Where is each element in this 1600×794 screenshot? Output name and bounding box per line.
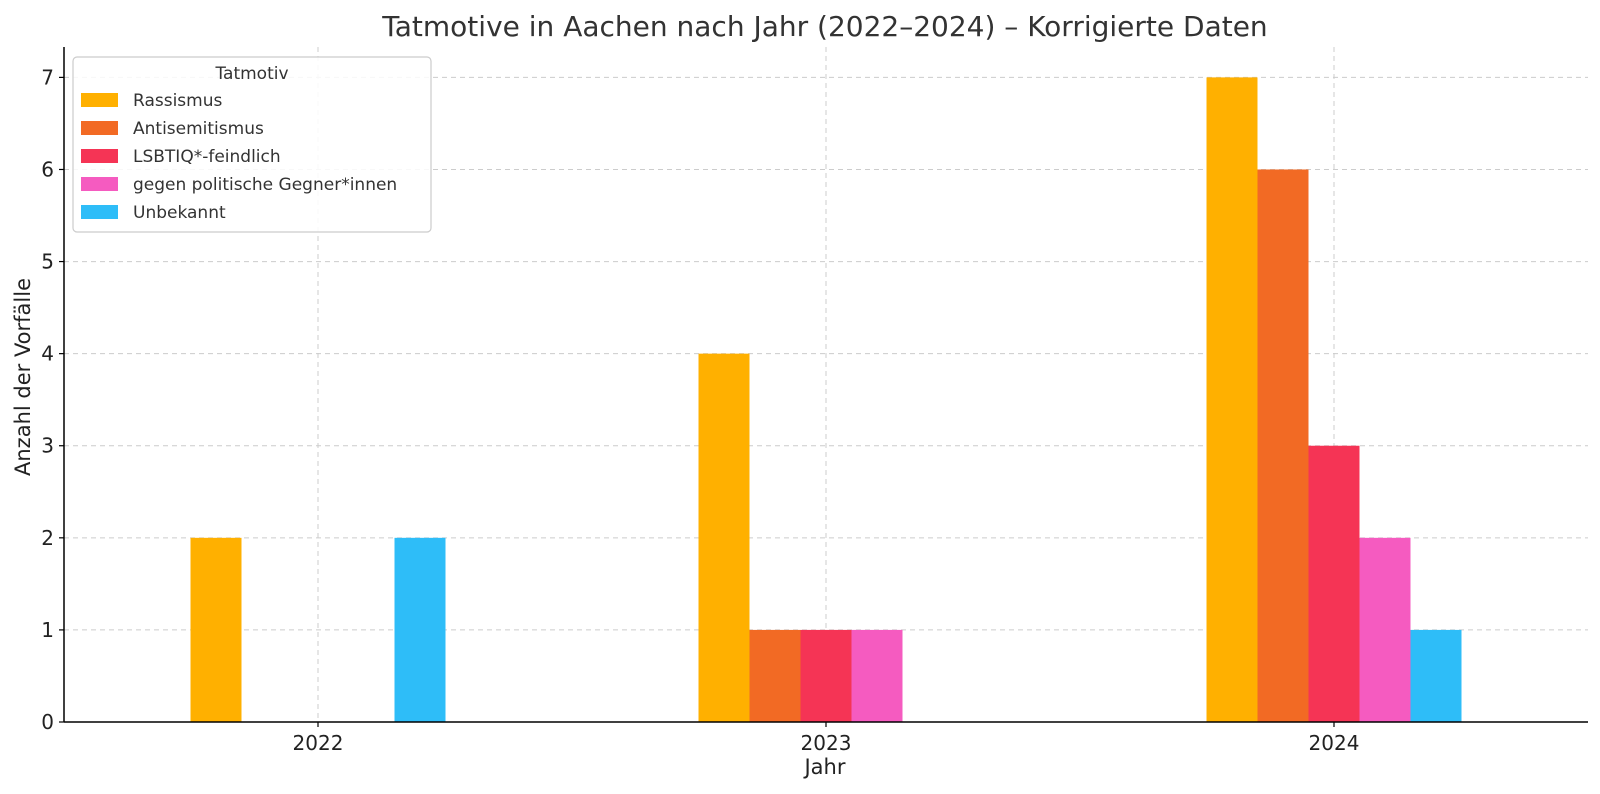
legend-swatch: [81, 177, 118, 191]
bar: [394, 537, 446, 722]
y-tick-label: 0: [41, 710, 54, 734]
legend-swatch: [81, 149, 118, 163]
legend-item-label: Unbekannt: [133, 203, 226, 223]
y-tick-label: 3: [41, 434, 54, 458]
x-tick-label: 2023: [801, 731, 852, 755]
legend-title: Tatmotiv: [214, 64, 288, 84]
legend-item-label: Antisemitismus: [133, 119, 264, 139]
bar: [698, 353, 750, 722]
legend-item-label: gegen politische Gegner*innen: [133, 175, 397, 195]
chart-title: Tatmotive in Aachen nach Jahr (2022–2024…: [381, 10, 1267, 43]
legend-items: Rassismus Antisemitismus LSBTIQ*-feindlich…: [81, 91, 397, 223]
legend-swatch: [81, 121, 118, 135]
x-axis-label: Jahr: [802, 755, 845, 779]
x-tick-label: 2022: [293, 731, 344, 755]
legend-swatch: [81, 93, 118, 107]
x-tick-label: 2024: [1309, 731, 1360, 755]
tick-labels: 0 1 2 3 4 5 6 7 2022 2023 2024: [41, 65, 1359, 755]
y-tick-label: 5: [41, 250, 54, 274]
bar: [190, 537, 242, 722]
bar: [1206, 77, 1258, 723]
y-tick-label: 1: [41, 618, 54, 642]
y-tick-label: 7: [41, 65, 54, 89]
legend-box: [72, 56, 432, 233]
bar: [800, 629, 852, 722]
bar: [851, 629, 903, 722]
y-tick-label: 2: [41, 526, 54, 550]
bar: [1410, 629, 1462, 722]
bar: [1257, 169, 1309, 722]
legend-swatch: [81, 205, 118, 219]
bar: [749, 629, 801, 722]
y-tick-label: 4: [41, 342, 54, 366]
legend-item-label: Rassismus: [133, 91, 222, 111]
bar: [1308, 445, 1360, 722]
y-tick-label: 6: [41, 157, 54, 181]
bars: [190, 77, 1462, 723]
bar: [1359, 537, 1411, 722]
legend: Tatmotiv Rassismus Antisemitismus LSBTIQ*-…: [72, 56, 432, 233]
legend-item-label: LSBTIQ*-feindlich: [133, 147, 281, 167]
y-axis-label: Anzahl der Vorfälle: [11, 278, 35, 476]
